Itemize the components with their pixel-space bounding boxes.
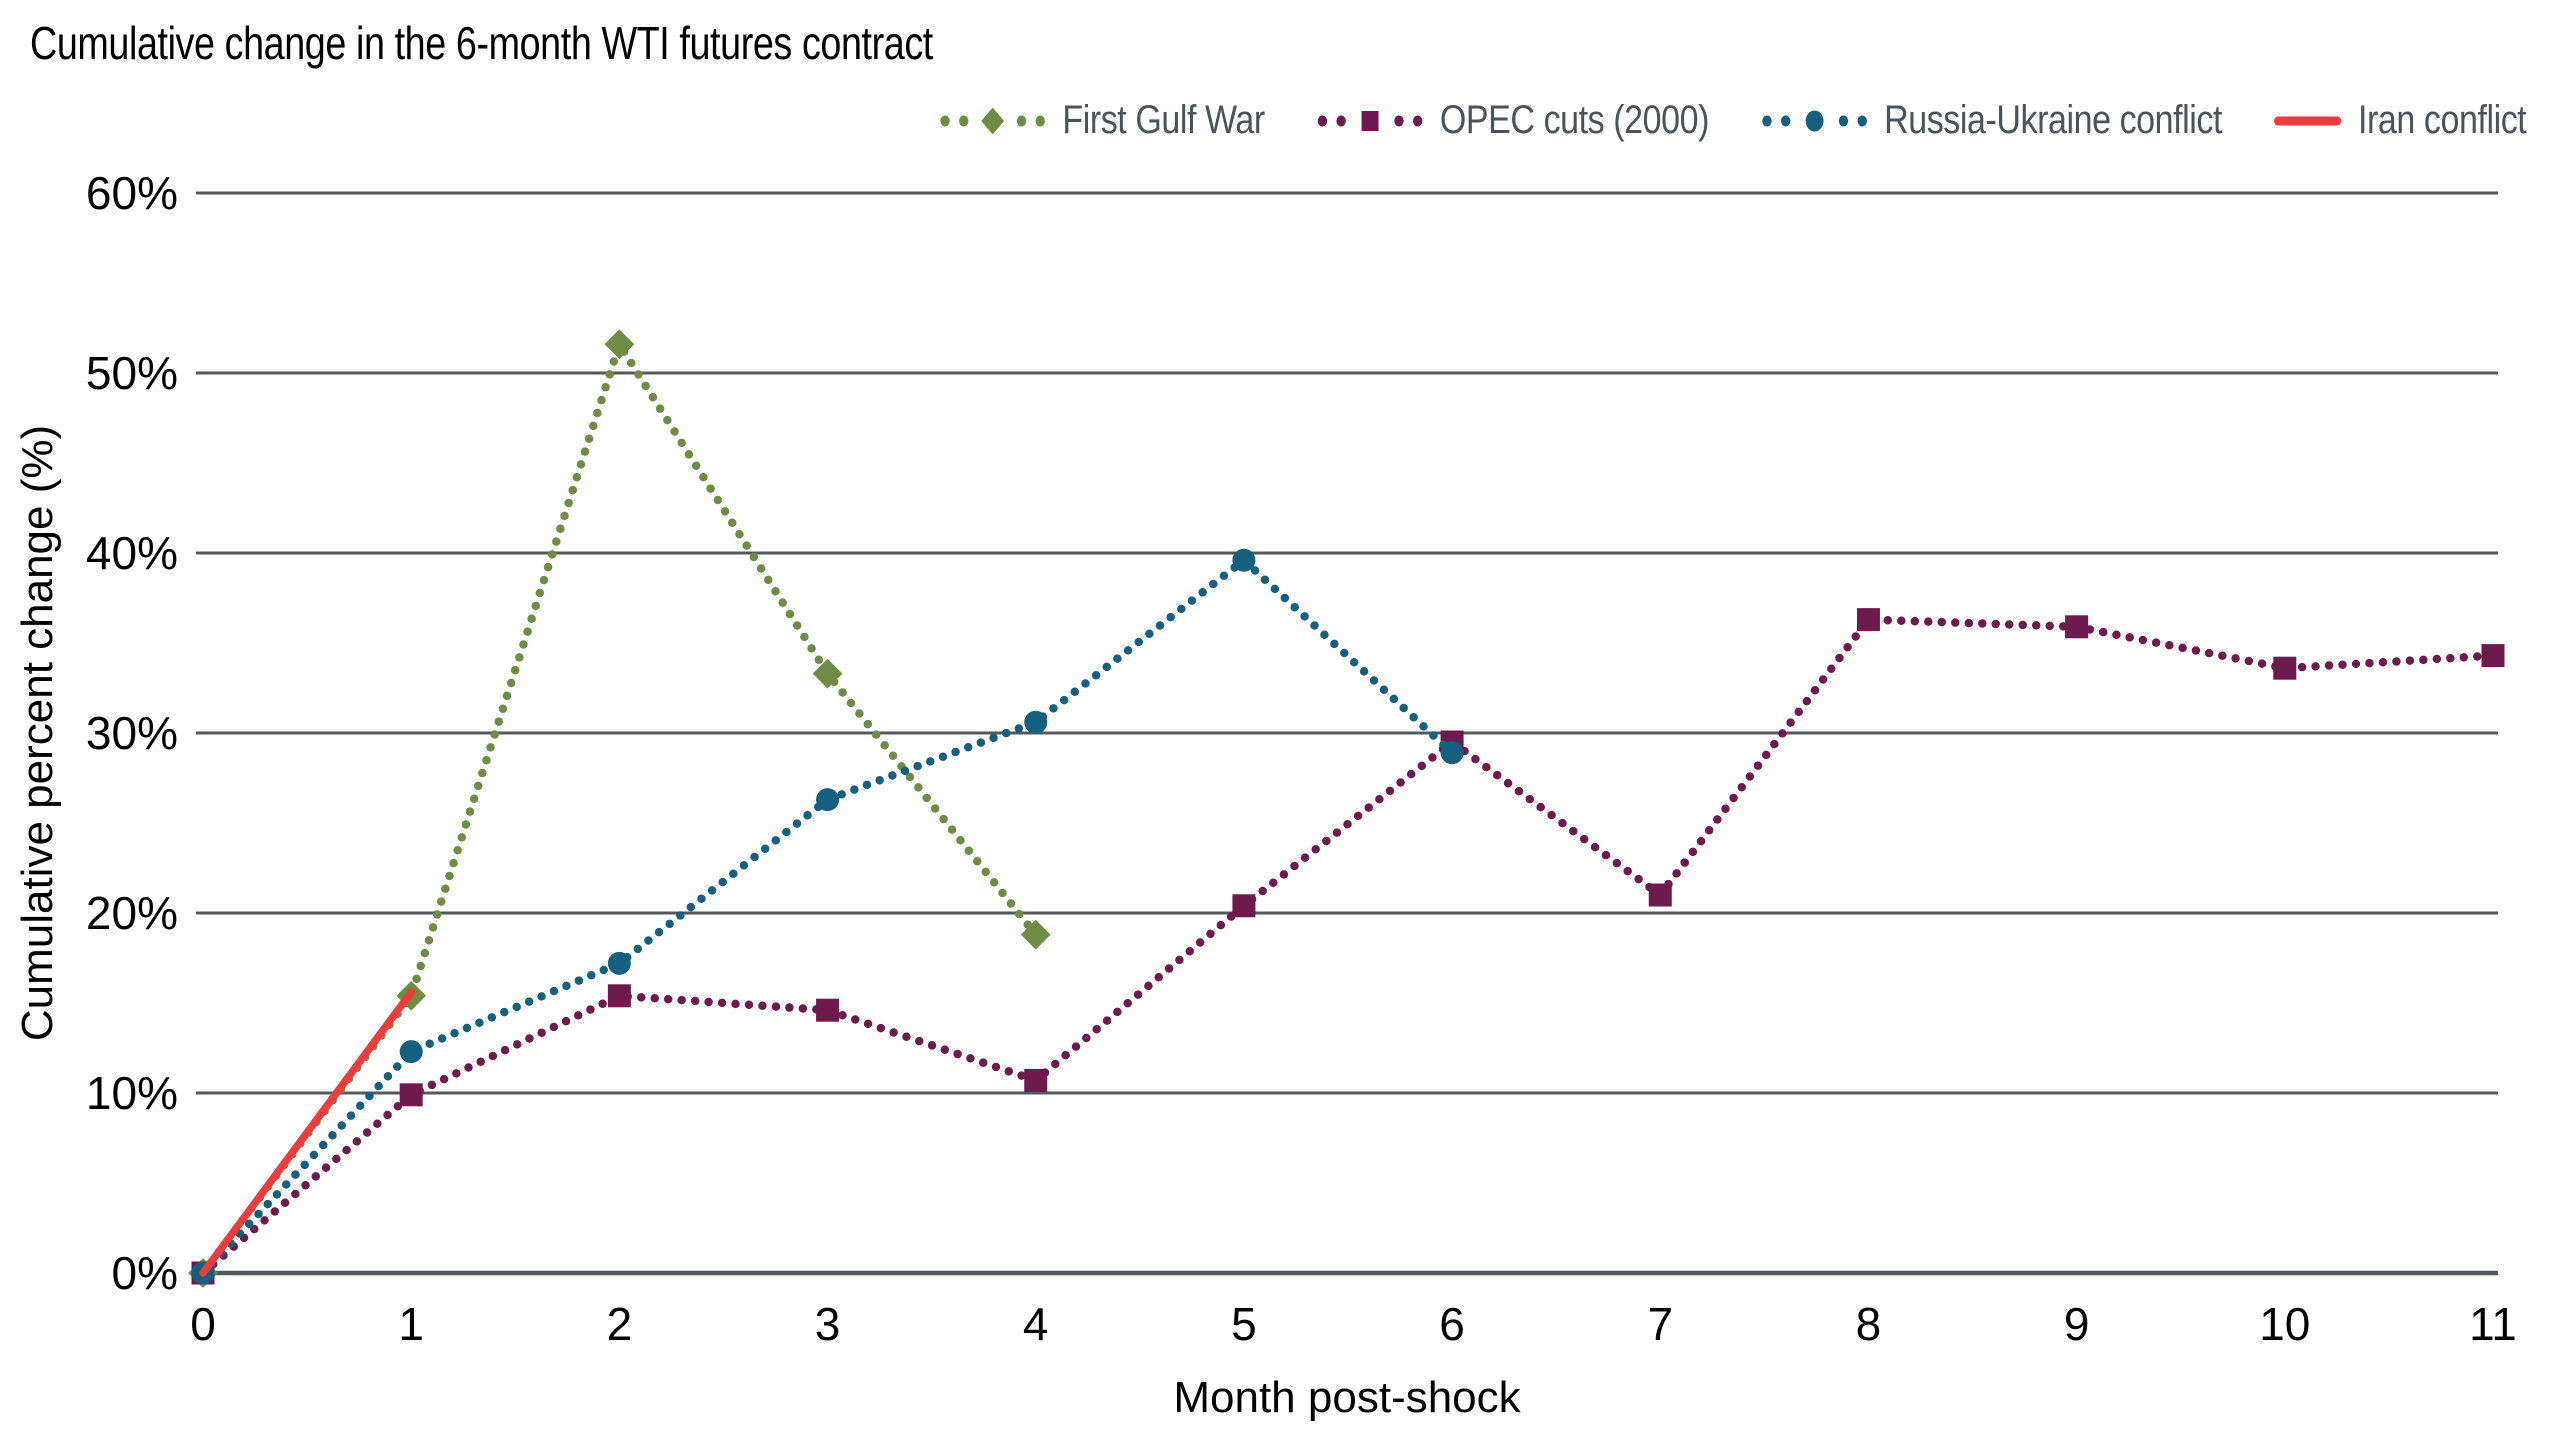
series-first-gulf-war	[188, 329, 1051, 1288]
series-opec-cuts-2000	[191, 608, 2505, 1285]
legend-label-first-gulf-war: First Gulf War	[1062, 98, 1265, 142]
point-opec-cuts-2000-m7	[1648, 883, 1672, 907]
series-russia-ukraine-conflict	[191, 548, 1464, 1285]
legend-marker-first-gulf-war-icon	[940, 107, 1045, 134]
point-opec-cuts-2000-m11	[2481, 644, 2505, 668]
x-tick-label-5: 5	[1231, 1298, 1257, 1350]
series-iran-conflict	[199, 988, 415, 1277]
x-tick-label-4: 4	[1023, 1298, 1049, 1350]
y-tick-label-60: 60%	[86, 167, 178, 219]
point-opec-cuts-2000-m4	[1024, 1068, 1048, 1092]
point-opec-cuts-2000-m1	[399, 1083, 423, 1107]
legend-label-iran-conflict: Iran conflict	[2357, 98, 2527, 142]
point-opec-cuts-2000-m5	[1232, 894, 1256, 918]
legend-label-opec-cuts-2000: OPEC cuts (2000)	[1439, 98, 1710, 142]
point-russia-ukraine-conflict-m2	[607, 951, 631, 975]
legend-marker-opec-cuts-2000-icon	[1317, 110, 1423, 131]
legend-item-iran-conflict: Iran conflict	[2271, 98, 2526, 143]
line-iran-conflict	[199, 988, 415, 1277]
point-opec-cuts-2000-m2	[607, 984, 631, 1008]
y-axis-title: Cumulative percent change (%)	[13, 425, 62, 1041]
point-first-gulf-war-m2	[604, 329, 635, 360]
x-tick-label-2: 2	[607, 1298, 633, 1350]
legend-label-russia-ukraine-conflict: Russia-Ukraine conflict	[1883, 98, 2222, 142]
point-russia-ukraine-conflict-m4	[1024, 710, 1048, 734]
y-tick-label-40: 40%	[86, 527, 178, 579]
legend-item-russia-ukraine-conflict: Russia-Ukraine conflict	[1758, 98, 2222, 143]
x-tick-label-6: 6	[1439, 1298, 1465, 1350]
point-opec-cuts-2000-m8	[1856, 608, 1880, 632]
y-tick-label-0: 0%	[112, 1247, 178, 1299]
line-opec-cuts-2000	[198, 615, 2498, 1278]
y-tick-label-20: 20%	[86, 887, 178, 939]
point-russia-ukraine-conflict-m6	[1440, 741, 1464, 765]
x-tick-label-10: 10	[2259, 1298, 2310, 1350]
chart-title: Cumulative change in the 6-month WTI fut…	[30, 17, 933, 69]
legend-item-first-gulf-war: First Gulf War	[936, 98, 1265, 143]
point-opec-cuts-2000-m9	[2065, 615, 2089, 639]
x-axis-title: Month post-shock	[1173, 1373, 1521, 1422]
point-first-gulf-war-m3	[812, 658, 843, 689]
y-tick-label-30: 30%	[86, 707, 178, 759]
legend-marker-russia-ukraine-conflict-icon	[1761, 110, 1867, 131]
point-first-gulf-war-m4	[1020, 919, 1051, 950]
x-tick-label-8: 8	[1856, 1298, 1882, 1350]
y-tick-label-10: 10%	[86, 1067, 178, 1119]
point-russia-ukraine-conflict-m3	[816, 788, 840, 812]
x-tick-label-0: 0	[190, 1298, 216, 1350]
point-russia-ukraine-conflict-m1	[399, 1040, 423, 1064]
point-opec-cuts-2000-m3	[816, 998, 840, 1022]
line-first-gulf-war	[198, 334, 1040, 1278]
legend-item-opec-cuts-2000: OPEC cuts (2000)	[1314, 98, 1709, 143]
x-tick-label-1: 1	[398, 1298, 424, 1350]
x-tick-label-11: 11	[2469, 1298, 2517, 1350]
y-tick-label-50: 50%	[86, 347, 178, 399]
legend-marker-iran-conflict-icon	[2273, 116, 2342, 125]
point-russia-ukraine-conflict-m5	[1232, 548, 1256, 572]
legend: First Gulf War OPEC cuts (2000) Russia-Ukr…	[936, 98, 2526, 143]
x-tick-label-9: 9	[2064, 1298, 2090, 1350]
x-tick-label-7: 7	[1647, 1298, 1673, 1350]
point-opec-cuts-2000-m10	[2273, 656, 2297, 680]
x-tick-label-3: 3	[815, 1298, 841, 1350]
